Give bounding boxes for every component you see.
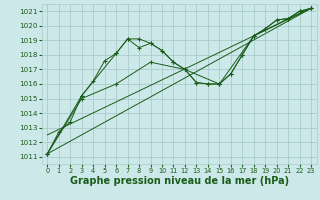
X-axis label: Graphe pression niveau de la mer (hPa): Graphe pression niveau de la mer (hPa)	[70, 176, 289, 186]
